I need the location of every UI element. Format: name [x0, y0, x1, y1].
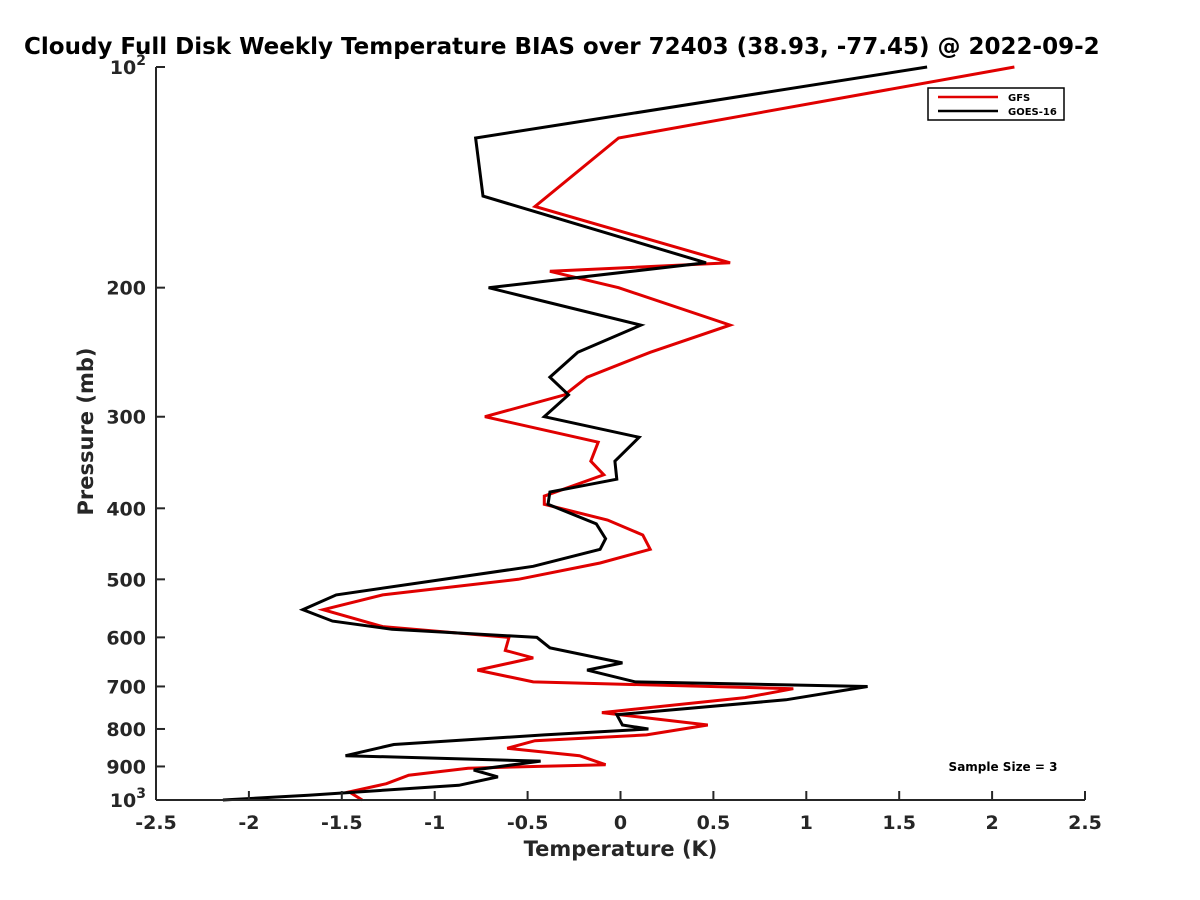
series-layer	[222, 65, 1015, 802]
series-line-gfs	[317, 65, 1015, 802]
y-tick-label: 300	[106, 407, 146, 429]
series-line-goes-16	[222, 65, 928, 802]
y-tick-label: 600	[106, 627, 146, 649]
y-tick-label: 700	[106, 676, 146, 698]
x-tick-label: 0.5	[697, 812, 731, 834]
x-tick-label: -1	[424, 812, 445, 834]
sample-size-annotation: Sample Size = 3	[949, 760, 1058, 774]
y-tick-label: 103	[110, 786, 146, 812]
y-tick-label: 200	[106, 278, 146, 300]
x-tick-label: -2	[238, 812, 259, 834]
x-tick-label: 2.5	[1068, 812, 1102, 834]
x-tick-label: -2.5	[135, 812, 177, 834]
x-tick-label: 0	[614, 812, 627, 834]
legend-label: GOES-16	[1008, 107, 1057, 118]
legend-label: GFS	[1008, 93, 1030, 104]
x-tick-label: -1.5	[321, 812, 363, 834]
x-tick-label: -0.5	[507, 812, 549, 834]
y-tick-label: 102	[110, 53, 146, 79]
legend: GFS GOES-16	[927, 87, 1065, 121]
y-tick-label: 500	[106, 569, 146, 591]
ticks-layer: -2.5 -2 -1.5 -1 -0.5 0 0.5 1 1.5 2 2.5 102 200 300 400…	[106, 53, 1102, 834]
x-tick-label: 1	[800, 812, 813, 834]
y-tick-label: 800	[106, 719, 146, 741]
chart-title: Cloudy Full Disk Weekly Temperature BIAS…	[24, 34, 1100, 60]
legend-box	[927, 87, 1065, 121]
x-axis-label: Temperature (K)	[524, 837, 718, 861]
x-tick-label: 1.5	[882, 812, 916, 834]
y-tick-label: 400	[106, 498, 146, 520]
y-axis-label: Pressure (mb)	[74, 348, 98, 516]
y-tick-label: 900	[106, 756, 146, 778]
x-tick-label: 2	[985, 812, 998, 834]
